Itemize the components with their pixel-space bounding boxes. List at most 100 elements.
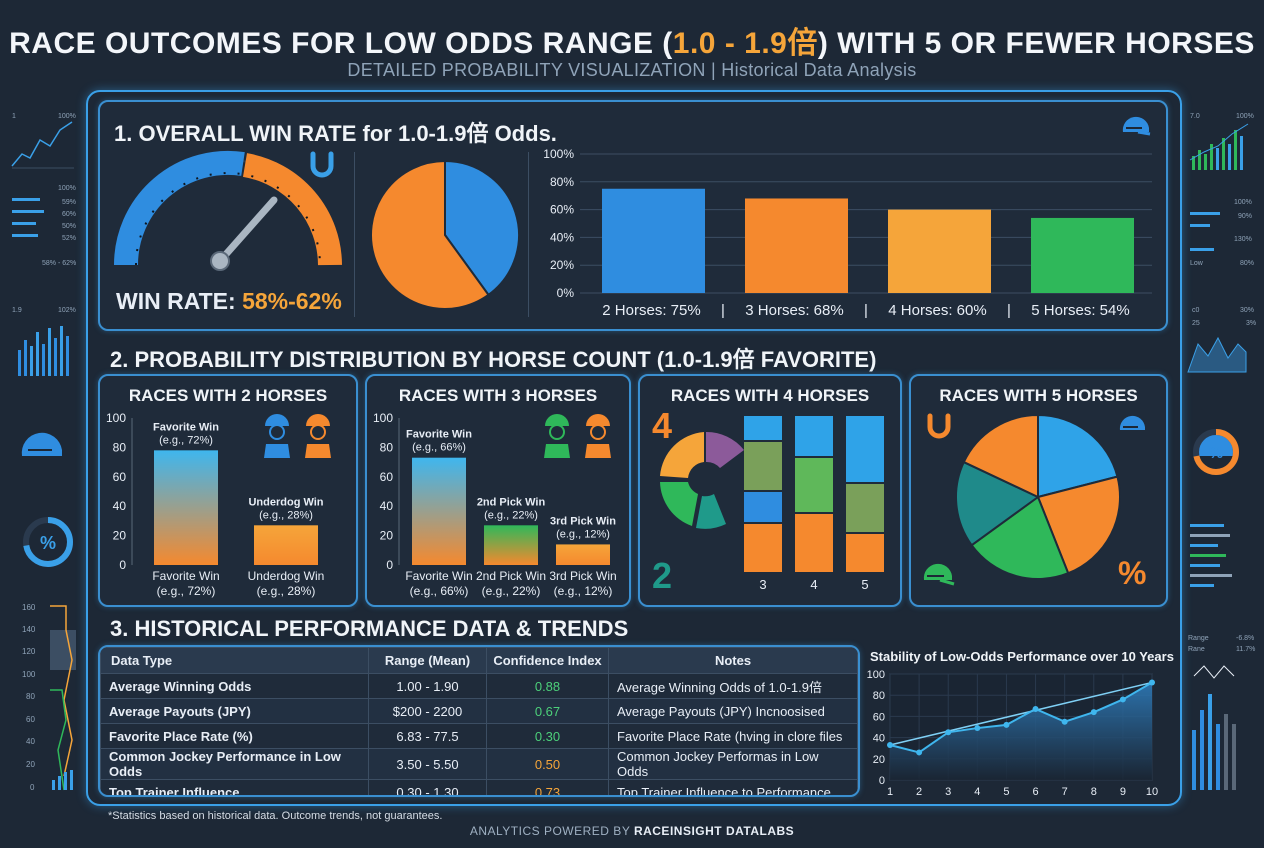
mini-column [1234,130,1237,170]
tick-label: 100% [1234,199,1252,206]
jockey-helmet-icon [923,563,955,586]
donut-segment [706,431,744,468]
title-part-a: RACE OUTCOMES FOR LOW ODDS RANGE ( [9,27,673,60]
mini-area [1187,336,1247,373]
sparkline [1189,123,1249,161]
four-horse-donut [660,431,744,529]
table-row: Common Jockey Performance in Low Odds 3.… [100,748,858,780]
x-tick-sublabel: (e.g., 66%) [410,584,469,598]
mini-column [1198,150,1201,170]
pie-slice [962,414,1039,499]
mini-column [24,340,27,376]
tick-label: 130% [1234,236,1252,243]
legend-label: -6.8% [1236,635,1254,642]
gauge-blue-arc [113,150,245,266]
x-tick-sublabel: (e.g., 22%) [482,584,541,598]
data-label: Underdog Win [248,496,323,508]
x-tick-label: 3 [759,577,766,592]
mini-column [60,326,63,376]
data-point [1061,718,1068,725]
y-tick-label: 80 [873,690,885,702]
x-tick-label: 6 [1032,786,1038,798]
jockey-icons [264,414,331,458]
divider [354,152,355,317]
data-type-cell: Favorite Place Rate (%) [100,723,369,749]
separator: | [864,302,868,319]
data-type-cell: Average Payouts (JPY) [100,698,369,724]
five-horse-pie-chart [955,414,1121,580]
page-title: RACE OUTCOMES FOR LOW ODDS RANGE (1.0 - … [0,18,1264,62]
data-type-cell: Average Winning Odds [100,673,369,699]
data-point [974,725,981,732]
tick-label: 58% - 62% [42,260,76,267]
x-tick-label: Favorite Win [405,569,472,583]
win-rate-label: WIN RATE: [116,288,236,314]
x-tick-label: 5 Horses: 54% [1031,302,1129,319]
bar [254,525,318,565]
table-header-row: Data Type Range (Mean) Confidence Index … [100,647,858,674]
axis-tick: 140 [22,625,36,634]
mini-band [50,630,76,670]
tick-label: 1 [12,113,16,120]
notes-cell: Average Winning Odds of 1.0-1.9倍 [608,673,858,699]
stacked-bar-segment [744,492,782,522]
y-tick-label: 40 [380,499,394,513]
axis-tick: 80 [26,692,35,701]
mini-column [30,346,33,376]
stacked-bar-segment [795,458,833,512]
x-tick-label: 7 [1062,786,1068,798]
section1-title: 1. OVERALL WIN RATE for 1.0-1.9倍 Odds. [114,121,557,146]
percent-ring-glyph: % [1209,445,1223,462]
x-tick-sublabel: (e.g., 28%) [257,584,316,598]
win-rate-value: 58%-62% [242,288,342,314]
mini-column [64,772,67,790]
tick-label: Low [1190,260,1204,267]
legend-label: 11.7% [1236,646,1255,653]
tick-label: c0 [1192,307,1200,314]
x-tick-label: 4 Horses: 60% [888,302,986,319]
stability-line-chart: 0 20 40 60 80 100 1 2 3 4 5 6 7 8 9 10 [867,669,1158,798]
sparkline [1193,665,1235,679]
notes-cell: Average Payouts (JPY) Incnoosised [608,698,858,724]
jockey-icon [544,414,570,458]
mini-column [1216,724,1220,790]
y-tick-label: 20% [550,258,574,272]
mini-column [1204,154,1207,170]
horseshoe-icon [310,151,334,178]
mini-bar [1190,584,1214,587]
bar [484,525,538,565]
mini-bar [1190,212,1220,215]
jockey-helmet-icon [1119,415,1145,430]
pie-slice [1037,414,1119,499]
data-point [916,749,923,756]
footer-brand: ANALYTICS POWERED BY RACEINSIGHT DATALAB… [0,824,1264,838]
mini-column [1192,156,1195,170]
historical-data-table: Data Type Range (Mean) Confidence Index … [100,647,858,795]
column-header: Notes [608,647,858,674]
mini-column [42,344,45,376]
y-tick-label: 80 [380,440,394,454]
bar [888,209,991,293]
jockey-icon [264,414,290,458]
sparkline [11,121,73,167]
mini-column [66,336,69,376]
data-label: Favorite Win [153,421,219,433]
separator: | [1007,302,1011,319]
legend-label: Range [1188,635,1209,642]
stacked-bar-segment [846,534,884,572]
data-type-cell: Top Trainer Influence [100,779,369,795]
y-tick-label: 80 [113,440,127,454]
data-type-cell: Common Jockey Performance in Low Odds [100,748,369,780]
helmet-icon [1195,432,1236,456]
tick-label: 1.9 [12,307,22,314]
data-label: 2nd Pick Win [477,496,546,508]
x-tick-label: 3 [945,786,951,798]
card4-big-digit-4: 4 [652,405,673,446]
y-tick-label: 0 [879,775,885,787]
card-title: RACES WITH 2 HORSES [128,386,328,405]
x-tick-label: Underdog Win [248,569,325,583]
y-tick-label: 100 [867,669,885,681]
percent-glyph: % [1118,555,1147,591]
column-header: Range (Mean) [368,647,487,674]
